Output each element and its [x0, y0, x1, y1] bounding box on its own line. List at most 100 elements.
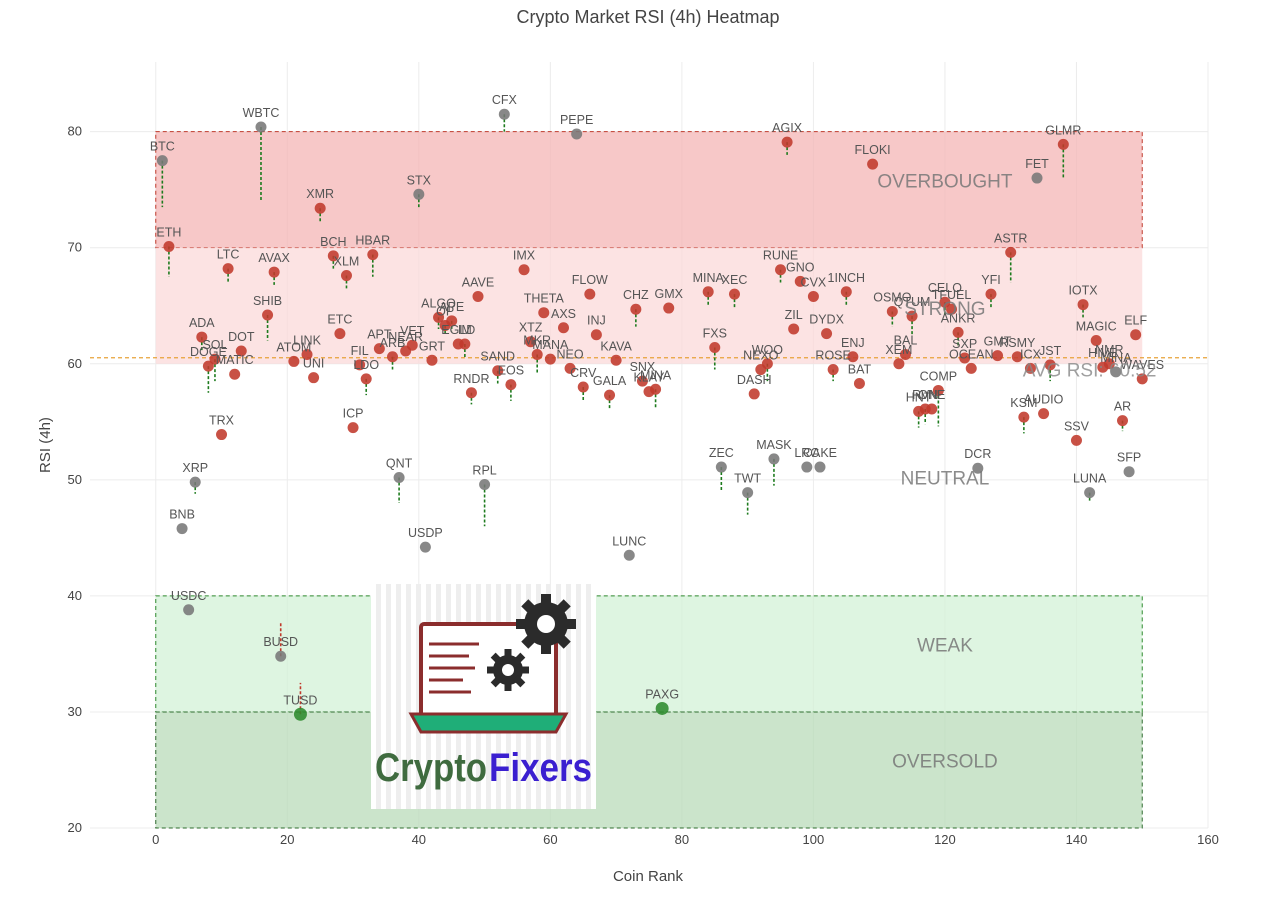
coin-point[interactable] [156, 155, 168, 167]
coin-point[interactable] [293, 707, 307, 721]
coin-point[interactable] [288, 355, 300, 367]
coin-point[interactable] [761, 358, 773, 370]
coin-point[interactable] [946, 303, 958, 315]
coin-point[interactable] [965, 362, 977, 374]
coin-point[interactable] [932, 384, 944, 396]
coin-point[interactable] [301, 348, 313, 360]
coin-point[interactable] [636, 375, 648, 387]
coin-point[interactable] [1077, 299, 1089, 311]
coin-point[interactable] [360, 373, 372, 385]
coin-point[interactable] [1038, 408, 1050, 420]
coin-point[interactable] [505, 379, 517, 391]
coin-point[interactable] [327, 250, 339, 262]
coin-point[interactable] [571, 128, 583, 140]
coin-point[interactable] [498, 108, 510, 120]
coin-point[interactable] [801, 461, 813, 473]
coin-point[interactable] [821, 328, 833, 340]
coin-point[interactable] [1044, 359, 1056, 371]
coin-point[interactable] [525, 336, 537, 348]
coin-point[interactable] [840, 286, 852, 298]
coin-point[interactable] [446, 315, 458, 327]
coin-point[interactable] [564, 362, 576, 374]
coin-point[interactable] [1123, 466, 1135, 478]
coin-point[interactable] [781, 136, 793, 148]
coin-point[interactable] [558, 322, 570, 334]
coin-point[interactable] [268, 266, 280, 278]
coin-point[interactable] [1057, 138, 1069, 150]
coin-point[interactable] [1136, 373, 1148, 385]
coin-point[interactable] [663, 302, 675, 314]
coin-point[interactable] [748, 388, 760, 400]
coin-point[interactable] [196, 331, 208, 343]
coin-point[interactable] [655, 701, 669, 715]
coin-point[interactable] [209, 353, 221, 365]
coin-point[interactable] [807, 290, 819, 302]
coin-point[interactable] [623, 549, 635, 561]
coin-point[interactable] [972, 462, 984, 474]
coin-point[interactable] [308, 372, 320, 384]
coin-point[interactable] [992, 350, 1004, 362]
coin-point[interactable] [715, 461, 727, 473]
coin-point[interactable] [433, 311, 445, 323]
coin-point[interactable] [1090, 335, 1102, 347]
coin-point[interactable] [222, 263, 234, 275]
coin-point[interactable] [742, 487, 754, 499]
coin-point[interactable] [255, 121, 267, 133]
coin-point[interactable] [985, 288, 997, 300]
coin-point[interactable] [334, 328, 346, 340]
coin-point[interactable] [650, 383, 662, 395]
coin-point[interactable] [939, 296, 951, 308]
coin-point[interactable] [413, 188, 425, 200]
coin-point[interactable] [952, 326, 964, 338]
coin-point[interactable] [492, 365, 504, 377]
coin-point[interactable] [1031, 172, 1043, 184]
coin-point[interactable] [827, 364, 839, 376]
coin-point[interactable] [584, 288, 596, 300]
coin-point[interactable] [867, 158, 879, 170]
coin-point[interactable] [406, 339, 418, 351]
coin-point[interactable] [728, 288, 740, 300]
coin-point[interactable] [538, 307, 550, 319]
coin-point[interactable] [367, 249, 379, 261]
coin-point[interactable] [202, 360, 214, 372]
coin-point[interactable] [1024, 362, 1036, 374]
coin-point[interactable] [531, 348, 543, 360]
coin-point[interactable] [1084, 487, 1096, 499]
coin-point[interactable] [387, 351, 399, 363]
coin-point[interactable] [1130, 329, 1142, 341]
coin-point[interactable] [853, 377, 865, 389]
coin-point[interactable] [1018, 411, 1030, 423]
coin-point[interactable] [775, 264, 787, 276]
coin-point[interactable] [314, 202, 326, 214]
coin-point[interactable] [577, 381, 589, 393]
coin-point[interactable] [235, 345, 247, 357]
coin-point[interactable] [262, 309, 274, 321]
coin-point[interactable] [518, 264, 530, 276]
coin-point[interactable] [959, 352, 971, 364]
coin-point[interactable] [229, 368, 241, 380]
coin-point[interactable] [176, 523, 188, 535]
coin-point[interactable] [183, 604, 195, 616]
coin-point[interactable] [604, 389, 616, 401]
coin-point[interactable] [1110, 366, 1122, 378]
coin-point[interactable] [630, 303, 642, 315]
coin-point[interactable] [788, 323, 800, 335]
coin-point[interactable] [426, 354, 438, 366]
coin-point[interactable] [1070, 434, 1082, 446]
coin-point[interactable] [459, 338, 471, 350]
coin-point[interactable] [906, 310, 918, 322]
coin-point[interactable] [354, 359, 366, 371]
coin-point[interactable] [610, 354, 622, 366]
coin-point[interactable] [590, 329, 602, 341]
coin-point[interactable] [216, 429, 228, 441]
coin-point[interactable] [419, 541, 431, 553]
coin-point[interactable] [544, 353, 556, 365]
coin-point[interactable] [1117, 415, 1129, 427]
coin-point[interactable] [1011, 351, 1023, 363]
coin-point[interactable] [163, 241, 175, 253]
coin-point[interactable] [479, 478, 491, 490]
coin-point[interactable] [926, 403, 938, 415]
coin-point[interactable] [1103, 358, 1115, 370]
coin-point[interactable] [347, 422, 359, 434]
coin-point[interactable] [899, 348, 911, 360]
